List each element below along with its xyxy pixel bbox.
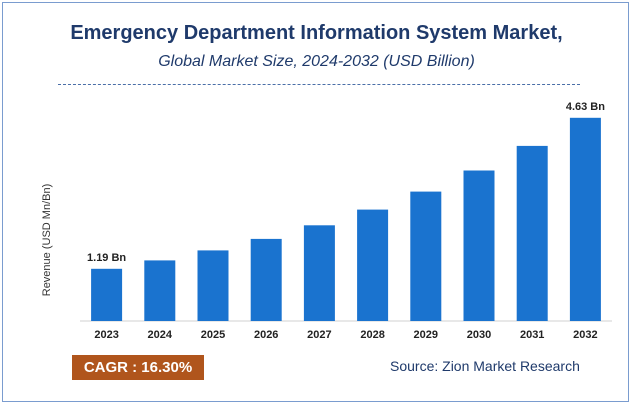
bar-2032	[569, 117, 601, 321]
bar-2023	[91, 268, 123, 321]
bar-2030	[463, 170, 495, 321]
title-divider	[58, 84, 580, 85]
x-tick-label: 2027	[307, 329, 331, 341]
data-label: 1.19 Bn	[87, 252, 126, 264]
bar-2025	[197, 250, 229, 321]
bar-2029	[410, 191, 442, 321]
bar-2027	[303, 225, 335, 321]
x-tick-label: 2029	[414, 329, 438, 341]
x-tick-label: 2031	[520, 329, 544, 341]
bar-2024	[144, 260, 176, 321]
x-tick-label: 2025	[201, 329, 225, 341]
cagr-badge: CAGR : 16.30%	[72, 355, 204, 380]
x-tick-label: 2026	[254, 329, 278, 341]
bar-2031	[516, 145, 548, 321]
x-tick-label: 2023	[94, 329, 118, 341]
chart-subtitle: Global Market Size, 2024-2032 (USD Billi…	[158, 53, 475, 70]
data-label: 4.63 Bn	[566, 101, 605, 113]
x-tick-label: 2028	[360, 329, 384, 341]
x-tick-label: 2032	[573, 329, 597, 341]
chart-title: Emergency Department Information System …	[70, 22, 563, 44]
bar-2026	[250, 238, 282, 321]
bar-2028	[357, 209, 389, 321]
x-tick-label: 2024	[148, 329, 173, 341]
x-tick-label: 2030	[467, 329, 491, 341]
source-text: Source: Zion Market Research	[390, 358, 580, 374]
